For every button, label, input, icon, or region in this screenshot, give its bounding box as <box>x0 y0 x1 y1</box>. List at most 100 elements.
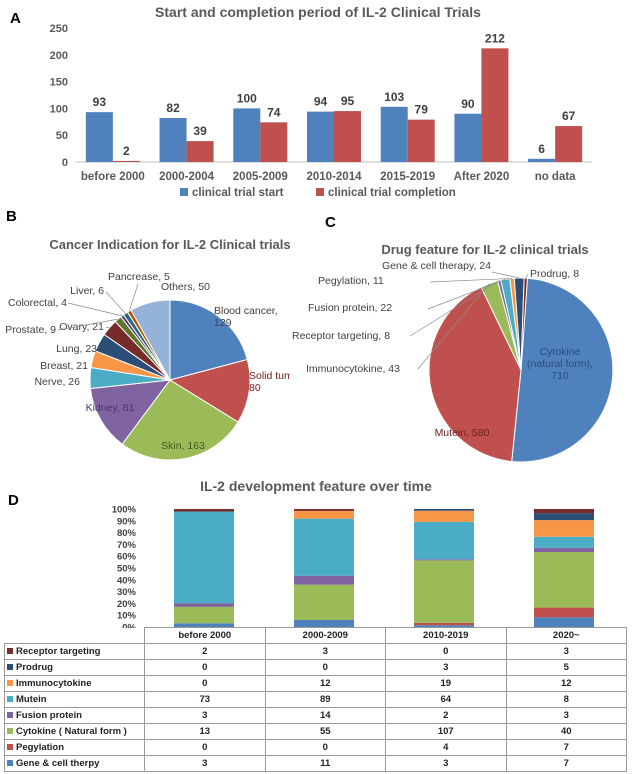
x-tick-label: 2010-2014 <box>307 171 363 183</box>
leader-line <box>105 291 126 314</box>
pie-label-line: 80 <box>249 382 261 394</box>
pie-label-line: (natural form), <box>527 358 593 370</box>
bar-completion <box>112 160 140 162</box>
table-header-cell: 2000-2009 <box>264 627 386 644</box>
series-label-cell: Immunocytokine <box>4 675 145 692</box>
pie-label: Receptor targeting, 8 <box>292 330 390 342</box>
legend-swatch <box>316 188 324 196</box>
stack-segment <box>534 520 594 537</box>
y-tick-label: 100 <box>50 103 68 115</box>
bar-start <box>307 111 334 162</box>
bar-data-label: 74 <box>267 105 281 119</box>
chart-a-bar: Start and completion period of IL-2 Clin… <box>50 4 592 199</box>
bar-completion <box>555 126 583 162</box>
legend-label: clinical trial completion <box>328 187 456 199</box>
pie-label: Cytokine (natural form), 710 <box>527 346 593 382</box>
pie-label: Gene & cell therapy, 24 <box>382 260 491 272</box>
stack-segment <box>294 510 354 519</box>
pie-label: Colorectal, 4 <box>8 297 67 309</box>
legend-label: clinical trial start <box>192 187 284 199</box>
stack-segment <box>294 584 354 620</box>
chart-d-title: IL-2 development feature over time <box>200 478 432 494</box>
bar-data-label: 39 <box>193 124 207 138</box>
stack-segment <box>414 622 474 626</box>
pie-label-line: Solid tumor, <box>249 370 290 382</box>
pie-label: Skin, 163 <box>161 440 205 452</box>
table-header-cell: 2020~ <box>505 627 627 644</box>
table-cell: 73 <box>144 691 266 708</box>
stack-segment <box>534 607 594 618</box>
bar-completion <box>186 141 214 162</box>
table-corner <box>4 627 145 644</box>
table-cell: 0 <box>144 675 266 692</box>
leader-line <box>429 278 513 283</box>
table-cell: 64 <box>385 691 507 708</box>
pie-label-line: Cytokine <box>540 346 581 358</box>
bar-start <box>159 118 187 162</box>
leader-line <box>417 283 490 370</box>
chart-b-pie: Cancer Indication for IL-2 Clinical tria… <box>5 237 290 461</box>
stack-segment <box>414 510 474 522</box>
pie-label-line: Blood cancer, <box>214 305 278 317</box>
pie-label: Pancrease, 5 <box>108 271 170 283</box>
table-cell: 3 <box>264 643 386 660</box>
stack-segment <box>534 552 594 608</box>
bar-data-label: 82 <box>166 101 180 115</box>
pie-label: Prostate, 9 <box>5 324 56 336</box>
bar-data-label: 212 <box>485 31 505 45</box>
y-tick-label: 150 <box>50 77 68 89</box>
series-label: Mutein <box>16 694 47 705</box>
leader-line <box>525 273 529 279</box>
table-cell: 2 <box>144 643 266 660</box>
stack-segment <box>294 518 354 576</box>
series-label-cell: Cytokine ( Natural form ) <box>4 723 145 740</box>
table-header-cell: 2010-2019 <box>385 627 507 644</box>
chart-d-stacked-bar: IL-2 development feature over time 0%10%… <box>112 478 594 628</box>
table-cell: 8 <box>505 691 627 708</box>
pie-label: Breast, 21 <box>40 360 88 372</box>
series-label: Pegylation <box>16 742 65 753</box>
table-row: Pegylation 0 0 4 7 <box>4 739 627 756</box>
bar-start <box>380 106 408 162</box>
panel-label-a: A <box>10 10 21 27</box>
pie-label: Pegylation, 11 <box>318 275 384 287</box>
pie-label-line: 129 <box>214 317 232 329</box>
bar-data-label: 95 <box>341 94 355 108</box>
y-tick-label: 50% <box>117 564 137 575</box>
table-cell: 0 <box>385 643 507 660</box>
table-cell: 3 <box>385 755 507 772</box>
y-tick-label: 20% <box>117 599 137 610</box>
bar-completion <box>481 48 509 163</box>
table-cell: 12 <box>264 675 386 692</box>
pie-slice <box>89 379 172 445</box>
y-tick-label: 50 <box>56 130 68 142</box>
table-cell: 3 <box>144 755 266 772</box>
stack-segment <box>414 521 474 560</box>
leader-line <box>67 302 123 317</box>
x-tick-label: before 2000 <box>81 171 145 183</box>
table-header-cell: before 2000 <box>144 627 266 644</box>
legend-swatch <box>7 712 13 719</box>
table-row: Gene & cell therpy 3 11 3 7 <box>4 755 627 772</box>
table-row: Mutein 73 89 64 8 <box>4 691 627 708</box>
panel-label-d: D <box>8 492 19 509</box>
bar-completion <box>407 119 435 162</box>
table-cell: 7 <box>505 739 627 756</box>
bar-completion <box>334 111 361 162</box>
legend-swatch <box>7 664 13 671</box>
chart-a-title: Start and completion period of IL-2 Clin… <box>155 4 481 20</box>
stack-segment <box>414 509 474 511</box>
pie-label: Liver, 6 <box>70 285 104 297</box>
series-label-cell: Receptor targeting <box>4 643 145 660</box>
pie-slice <box>130 299 171 382</box>
series-label: Prodrug <box>16 662 53 673</box>
series-label: Fusion protein <box>16 710 82 721</box>
leader-line <box>128 283 139 312</box>
stack-segment <box>174 511 234 604</box>
series-label: Receptor targeting <box>16 646 101 657</box>
y-tick-label: 40% <box>117 575 137 586</box>
stack-segment <box>534 513 594 521</box>
y-tick-label: 30% <box>117 587 137 598</box>
table-cell: 3 <box>385 659 507 676</box>
pie-label: Blood cancer, 129 <box>214 305 278 329</box>
